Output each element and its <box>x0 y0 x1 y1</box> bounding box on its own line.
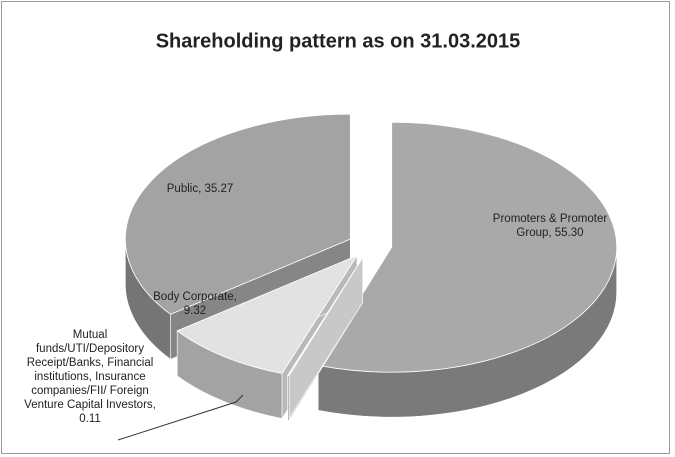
data-label: Promoters & Promoter Group, 55.30 <box>492 213 608 239</box>
pie-slice <box>317 121 618 373</box>
data-label: Body Corporate, 9.32 <box>153 291 237 317</box>
chart-title: Shareholding pattern as on 31.03.2015 <box>156 30 521 52</box>
pie-slice <box>176 254 359 374</box>
pie-slice <box>287 257 364 377</box>
pie-slice <box>124 113 351 315</box>
leader-line <box>117 394 244 441</box>
pie-rim <box>287 374 290 421</box>
data-label: Public, 35.27 <box>166 183 234 195</box>
data-label: Mutual funds/UTI/Depository Receipt/Bank… <box>24 329 156 425</box>
